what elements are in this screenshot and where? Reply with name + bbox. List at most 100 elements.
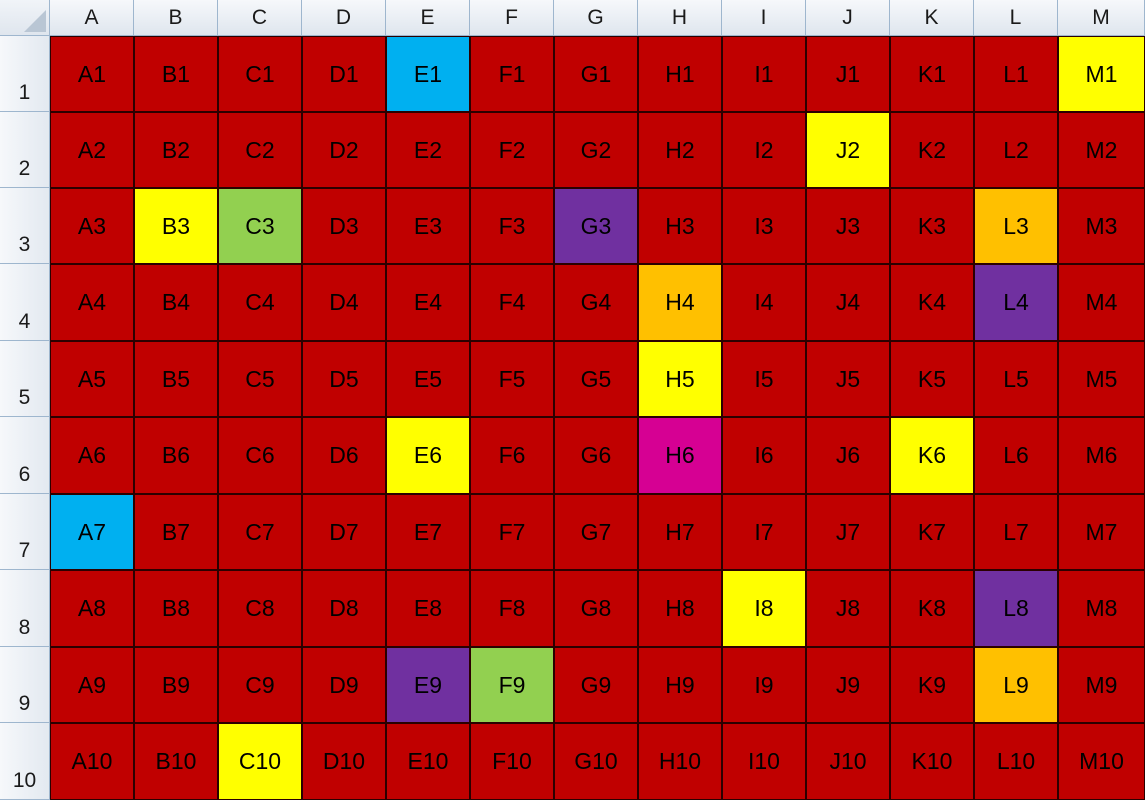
cell-m9[interactable]: M9 [1058,647,1145,723]
cell-h1[interactable]: H1 [638,36,722,112]
cell-b6[interactable]: B6 [134,417,218,494]
cell-c2[interactable]: C2 [218,112,302,188]
cell-a8[interactable]: A8 [50,570,134,647]
cell-f1[interactable]: F1 [470,36,554,112]
cell-k6[interactable]: K6 [890,417,974,494]
cell-m10[interactable]: M10 [1058,723,1145,800]
cell-b1[interactable]: B1 [134,36,218,112]
cell-l8[interactable]: L8 [974,570,1058,647]
cell-g5[interactable]: G5 [554,341,638,417]
cell-f8[interactable]: F8 [470,570,554,647]
cell-f7[interactable]: F7 [470,494,554,570]
cell-k5[interactable]: K5 [890,341,974,417]
cell-m6[interactable]: M6 [1058,417,1145,494]
row-header-3[interactable]: 3 [0,188,50,264]
cell-a4[interactable]: A4 [50,264,134,341]
cell-j6[interactable]: J6 [806,417,890,494]
column-header-b[interactable]: B [134,0,218,36]
cell-e3[interactable]: E3 [386,188,470,264]
cell-d4[interactable]: D4 [302,264,386,341]
cell-i8[interactable]: I8 [722,570,806,647]
cell-f10[interactable]: F10 [470,723,554,800]
cell-b4[interactable]: B4 [134,264,218,341]
cell-e5[interactable]: E5 [386,341,470,417]
row-header-10[interactable]: 10 [0,723,50,800]
cell-d5[interactable]: D5 [302,341,386,417]
cell-l3[interactable]: L3 [974,188,1058,264]
cell-h5[interactable]: H5 [638,341,722,417]
cell-h3[interactable]: H3 [638,188,722,264]
cell-e7[interactable]: E7 [386,494,470,570]
cell-g9[interactable]: G9 [554,647,638,723]
column-header-g[interactable]: G [554,0,638,36]
cell-m7[interactable]: M7 [1058,494,1145,570]
cell-b8[interactable]: B8 [134,570,218,647]
cell-b2[interactable]: B2 [134,112,218,188]
cell-d2[interactable]: D2 [302,112,386,188]
cell-b9[interactable]: B9 [134,647,218,723]
cell-h9[interactable]: H9 [638,647,722,723]
row-header-4[interactable]: 4 [0,264,50,341]
cell-d10[interactable]: D10 [302,723,386,800]
cell-k9[interactable]: K9 [890,647,974,723]
cell-h6[interactable]: H6 [638,417,722,494]
cell-h10[interactable]: H10 [638,723,722,800]
cell-l6[interactable]: L6 [974,417,1058,494]
cell-m5[interactable]: M5 [1058,341,1145,417]
column-header-i[interactable]: I [722,0,806,36]
column-header-c[interactable]: C [218,0,302,36]
cell-j8[interactable]: J8 [806,570,890,647]
cell-g8[interactable]: G8 [554,570,638,647]
cell-b10[interactable]: B10 [134,723,218,800]
cell-l10[interactable]: L10 [974,723,1058,800]
cell-k2[interactable]: K2 [890,112,974,188]
cell-e8[interactable]: E8 [386,570,470,647]
cell-d8[interactable]: D8 [302,570,386,647]
cell-k4[interactable]: K4 [890,264,974,341]
cell-i10[interactable]: I10 [722,723,806,800]
cell-d6[interactable]: D6 [302,417,386,494]
cell-c6[interactable]: C6 [218,417,302,494]
cell-i3[interactable]: I3 [722,188,806,264]
cell-a3[interactable]: A3 [50,188,134,264]
cell-k1[interactable]: K1 [890,36,974,112]
cell-b5[interactable]: B5 [134,341,218,417]
cell-c4[interactable]: C4 [218,264,302,341]
cell-c10[interactable]: C10 [218,723,302,800]
cell-k7[interactable]: K7 [890,494,974,570]
row-header-8[interactable]: 8 [0,570,50,647]
column-header-k[interactable]: K [890,0,974,36]
cell-j4[interactable]: J4 [806,264,890,341]
cell-i6[interactable]: I6 [722,417,806,494]
cell-a5[interactable]: A5 [50,341,134,417]
cell-g7[interactable]: G7 [554,494,638,570]
cell-g3[interactable]: G3 [554,188,638,264]
cell-d9[interactable]: D9 [302,647,386,723]
cell-g1[interactable]: G1 [554,36,638,112]
cell-e9[interactable]: E9 [386,647,470,723]
cell-g10[interactable]: G10 [554,723,638,800]
cell-b3[interactable]: B3 [134,188,218,264]
cell-f4[interactable]: F4 [470,264,554,341]
cell-j10[interactable]: J10 [806,723,890,800]
cell-e1[interactable]: E1 [386,36,470,112]
column-header-j[interactable]: J [806,0,890,36]
row-header-2[interactable]: 2 [0,112,50,188]
cell-f5[interactable]: F5 [470,341,554,417]
cell-k10[interactable]: K10 [890,723,974,800]
cell-c7[interactable]: C7 [218,494,302,570]
column-header-e[interactable]: E [386,0,470,36]
cell-e2[interactable]: E2 [386,112,470,188]
cell-m4[interactable]: M4 [1058,264,1145,341]
cell-f6[interactable]: F6 [470,417,554,494]
cell-i4[interactable]: I4 [722,264,806,341]
cell-c1[interactable]: C1 [218,36,302,112]
cell-f3[interactable]: F3 [470,188,554,264]
cell-g2[interactable]: G2 [554,112,638,188]
cell-j1[interactable]: J1 [806,36,890,112]
row-header-1[interactable]: 1 [0,36,50,112]
cell-c5[interactable]: C5 [218,341,302,417]
cell-k8[interactable]: K8 [890,570,974,647]
cell-a7[interactable]: A7 [50,494,134,570]
cell-g6[interactable]: G6 [554,417,638,494]
